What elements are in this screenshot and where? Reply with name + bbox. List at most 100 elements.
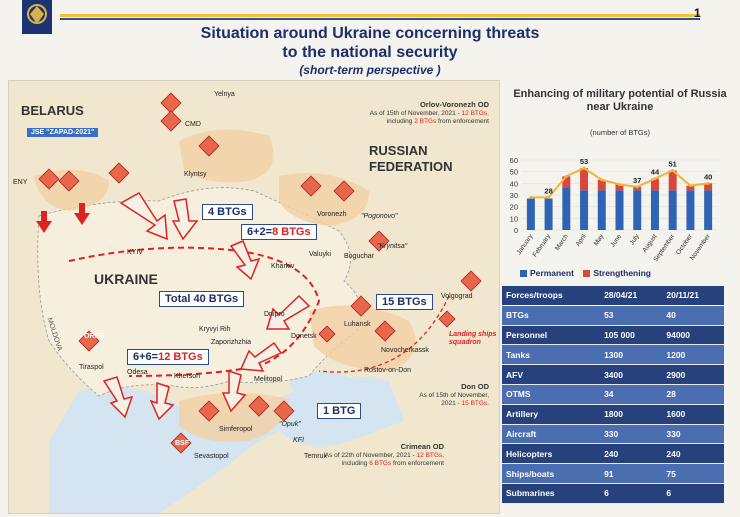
table-cell: Ships/boats: [502, 463, 601, 484]
table-row: Ships/boats 91 75: [502, 463, 724, 484]
bar-strengthening: [650, 178, 659, 191]
city-volgograd: Volgograd: [441, 293, 473, 300]
crimean-od-title: Crimean OD: [400, 442, 444, 451]
don-od-line1: As of 15th of November,: [419, 392, 489, 399]
total-point: [564, 174, 568, 178]
label-jse-zapad: JSE "ZAPAD-2021": [27, 128, 99, 137]
y-tick-label: 40: [510, 179, 518, 188]
don-od-line2: 2021 -: [441, 400, 462, 407]
total-point: [671, 169, 675, 172]
bar-strengthening: [580, 168, 589, 191]
city-novocherkassk: Novocherkassk: [381, 347, 429, 354]
table-cell: 2900: [662, 364, 724, 385]
box-8-value: 8 BTGs: [272, 226, 311, 238]
arrow-donbas: [265, 294, 311, 330]
table-cell: Helicopters: [502, 443, 601, 465]
table-cell: 3400: [600, 364, 663, 385]
data-label: 44: [651, 168, 660, 177]
city-simferopol: Simferopol: [219, 426, 253, 433]
total-point: [600, 178, 604, 182]
city-voronezh: Voronezh: [317, 211, 347, 218]
don-od-annotation: Don OD As of 15th of November, 2021 - 15…: [389, 383, 489, 408]
x-tick-label: June: [609, 233, 623, 249]
arrow-kherson: [149, 381, 175, 421]
table-row: Artillery 1800 1600: [502, 404, 724, 425]
table-cell: 75: [662, 463, 724, 484]
unit-voronezh-2: [333, 180, 355, 202]
label-bsf: BSF: [175, 440, 189, 447]
city-kyiv: KYIV: [127, 249, 143, 256]
box-12-btgs: 6+6=12 BTGs: [127, 349, 209, 365]
city-zaporizhzhia: Zaporizhzhia: [211, 339, 252, 346]
table-cell: Artillery: [502, 404, 601, 425]
box-12-prefix: 6+6=: [133, 351, 159, 363]
bar-permanent: [526, 198, 535, 230]
unit-crimea-3: [273, 400, 295, 422]
orlov-od-line2-end: from enforcement: [436, 118, 489, 125]
page-subtitle: (short-term perspective ): [299, 63, 441, 77]
table-row: OTMS 34 28: [502, 384, 724, 405]
table-cell: 40: [662, 305, 724, 326]
table-cell: 105 000: [600, 325, 663, 346]
black-sea: [49, 377, 404, 513]
table-row: BTGs 53 40: [502, 305, 724, 326]
total-point: [618, 183, 621, 186]
bar-permanent: [562, 188, 571, 230]
unit-cmd: [160, 110, 182, 132]
bar-strengthening: [633, 186, 642, 191]
label-belarus: BELARUS: [21, 103, 84, 118]
city-kherson: Kherson: [174, 373, 201, 380]
box-8-btgs: 6+2=8 BTGs: [241, 224, 317, 240]
legend-strengthening: Strengthening: [593, 268, 651, 278]
table-row: Tanks 1300 1200: [502, 344, 724, 366]
y-tick-label: 20: [510, 203, 518, 212]
bar-permanent: [650, 190, 659, 230]
total-point: [653, 177, 657, 181]
unit-rostov: [374, 320, 396, 342]
data-label: 51: [669, 160, 677, 169]
city-klyntsy: Klyntsy: [184, 171, 207, 178]
table-cell: 28: [662, 384, 724, 405]
box-4-btgs: 4 BTGs: [202, 204, 253, 220]
label-landing-ships: Landing ships squadron: [449, 331, 497, 346]
city-luhansk: Luhansk: [344, 321, 371, 328]
legend-swatch-permanent: [520, 270, 527, 278]
unit-tiraspol: [78, 330, 100, 352]
unit-klyntsy: [198, 135, 220, 157]
table-cell: 6: [662, 483, 724, 504]
data-label: 28: [544, 186, 552, 195]
arrow-kharkiv: [229, 240, 261, 281]
table-cell: 94000: [662, 325, 724, 346]
orlov-od-line1-red: 12 BTGs,: [461, 110, 489, 117]
table-cell: 1800: [600, 404, 663, 425]
bar-permanent: [580, 190, 589, 230]
legend-permanent: Permanent: [530, 268, 574, 278]
total-point: [635, 185, 639, 189]
unit-voronezh-1: [300, 175, 322, 197]
total-point: [688, 184, 692, 188]
table-row: Aircraft 330 330: [502, 424, 724, 445]
landing-route: [318, 295, 450, 373]
unit-belarus-2: [58, 170, 80, 192]
city-boguchar: Boguchar: [344, 253, 374, 260]
bar-strengthening: [597, 179, 606, 191]
map-graphics: [34, 92, 482, 513]
ministry-emblem: [8, 0, 66, 38]
bar-permanent: [633, 190, 642, 230]
table-row: AFV 3400 2900: [502, 364, 724, 385]
unit-landing: [438, 310, 456, 328]
table-cell: 34: [600, 384, 663, 405]
y-tick-label: 30: [510, 191, 518, 200]
title-line-2: to the national security: [282, 44, 458, 61]
city-odesa: Odesa: [127, 369, 148, 376]
don-od-zone: [309, 305, 416, 371]
city-donetsk: Donetsk: [291, 333, 317, 340]
label-krynitsa: "Krynitsa": [377, 243, 408, 250]
label-pogonovo: "Pogonovo": [361, 213, 398, 220]
unit-crimea-2: [248, 395, 270, 417]
y-tick-label: 0: [514, 226, 518, 235]
page-number: 1: [694, 6, 701, 20]
table-cell: 330: [600, 424, 663, 445]
x-tick-label: August: [641, 233, 658, 254]
